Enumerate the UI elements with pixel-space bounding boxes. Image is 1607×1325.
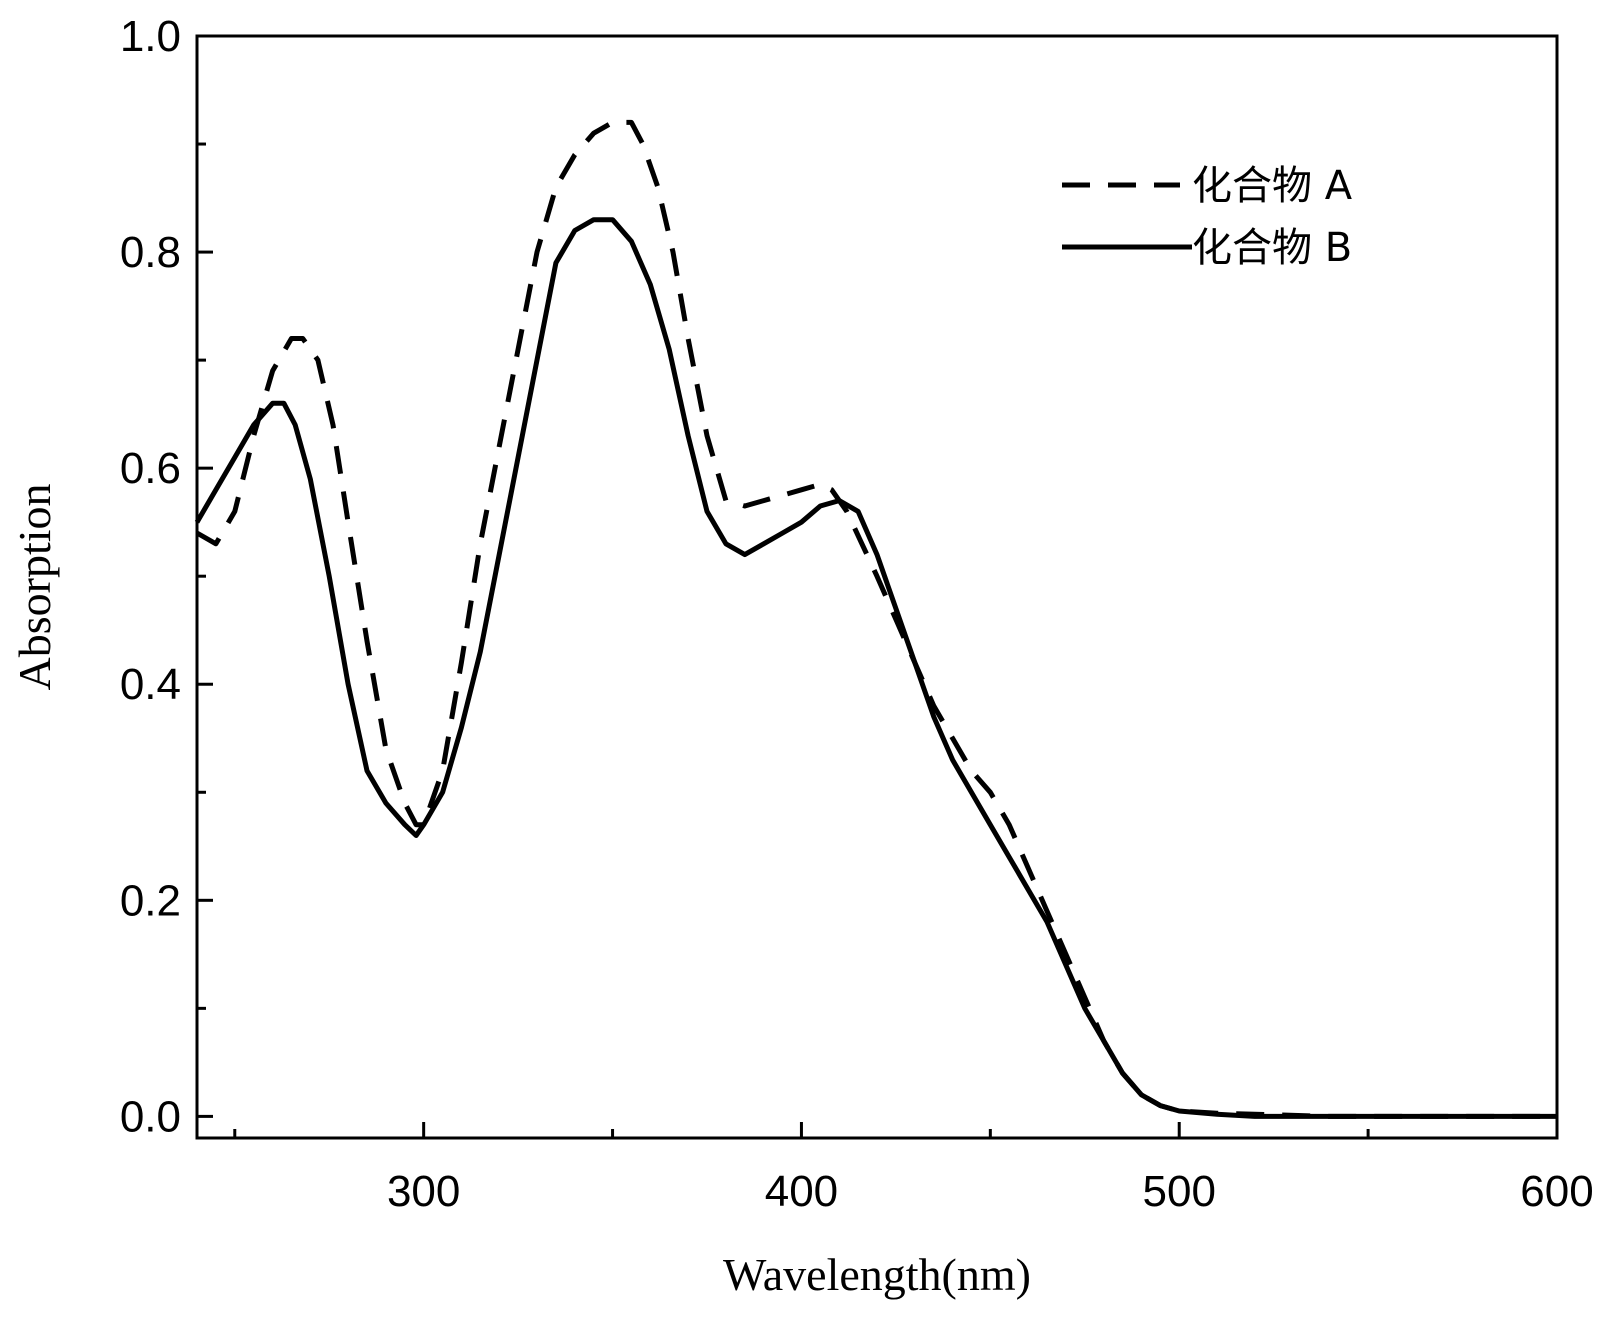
x-axis-title: Wavelength(nm) <box>723 1249 1031 1300</box>
axis-ticks <box>197 36 1557 1138</box>
series-line-b <box>197 220 1557 1117</box>
y-tick-label: 0.4 <box>120 660 181 709</box>
plot-area-frame <box>197 36 1557 1138</box>
y-tick-label: 0.0 <box>120 1092 181 1141</box>
y-axis-title: Absorption <box>9 484 60 691</box>
x-tick-label: 600 <box>1520 1167 1593 1216</box>
x-tick-label: 500 <box>1143 1167 1216 1216</box>
y-tick-label: 1.0 <box>120 12 181 61</box>
legend: 化合物 A 化合物 B <box>1062 163 1353 271</box>
tick-labels: 300 400 500 600 0.0 0.2 0.4 0.6 0.8 1.0 <box>120 12 1594 1216</box>
series-lines <box>197 122 1557 1116</box>
legend-label-series-a: 化合物 A <box>1192 163 1353 209</box>
x-tick-label: 400 <box>765 1167 838 1216</box>
y-tick-label: 0.2 <box>120 876 181 925</box>
x-tick-label: 300 <box>387 1167 460 1216</box>
y-tick-label: 0.6 <box>120 444 181 493</box>
y-tick-label: 0.8 <box>120 228 181 277</box>
legend-label-series-b: 化合物 B <box>1192 225 1352 271</box>
absorption-chart: 300 400 500 600 0.0 0.2 0.4 0.6 0.8 1.0 Wavelengt… <box>0 0 1607 1325</box>
series-line-a <box>197 122 1557 1116</box>
